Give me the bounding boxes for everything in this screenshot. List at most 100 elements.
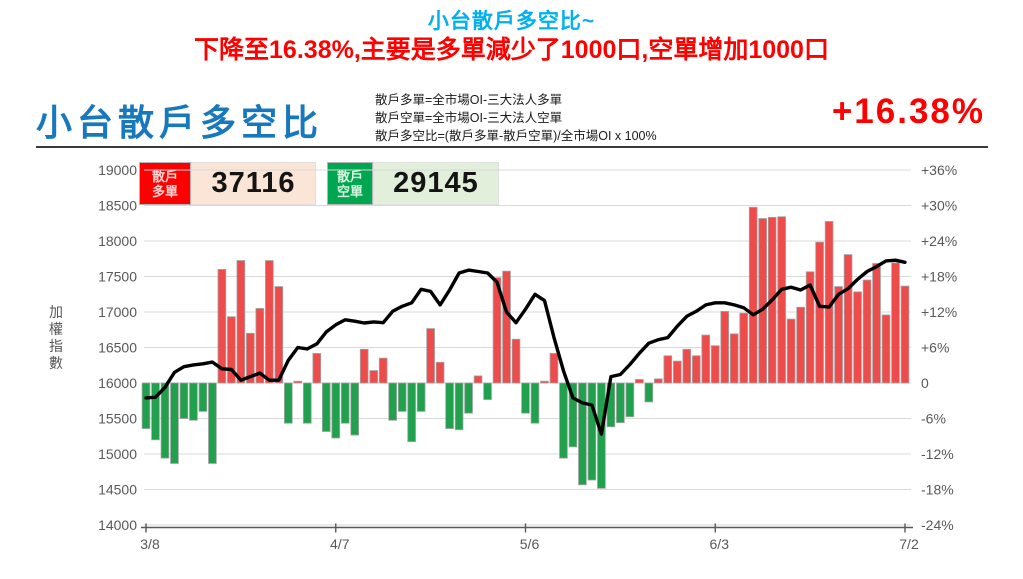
ratio-bar [568,382,578,448]
ratio-bar [559,382,568,459]
ratio-bar [312,353,322,384]
right-axis-labels: +36% +30% +24% +18% +12% +6% 0 -6% -12% -18% -24% [921,162,957,533]
ratio-bars [141,206,910,489]
ratio-bar [227,316,236,384]
ratio-bar [853,291,862,384]
ratio-bar [729,333,739,384]
svg-text:18500: 18500 [98,198,137,214]
ratio-bar [862,279,872,384]
ratio-bar [663,355,673,384]
ratio-bar [141,382,151,429]
ratio-bar [644,382,654,403]
legend-short-label-2: 空單 [336,183,363,199]
chart-title: 小台散戶多空比 [36,102,324,143]
ratio-bar [179,382,189,419]
ratio-bar [635,379,644,384]
svg-text:19000: 19000 [98,162,137,178]
svg-text:+30%: +30% [921,198,957,214]
ratio-bar [483,382,492,400]
svg-text:+18%: +18% [921,269,957,285]
ratio-bar [786,318,796,384]
legend-short-badge: 散戶 空單 [327,162,373,205]
ratio-bar [473,375,483,384]
x-tick-label: 7/2 [899,536,919,552]
svg-text:17000: 17000 [98,304,137,320]
ratio-bar [739,312,749,384]
svg-text:+12%: +12% [921,304,957,320]
ratio-bar [246,332,255,384]
x-axis: 3/8 4/7 5/6 6/3 7/2 [140,523,919,552]
svg-text:-6%: -6% [921,411,946,427]
ratio-bar [843,254,853,384]
svg-text:-12%: -12% [921,446,954,462]
formula-ratio: 散戶多空比=(散戶多單-散戶空單)/全市場OI x 100% [375,129,657,143]
ratio-bar [710,345,720,384]
legend-long-value: 37116 [191,162,316,205]
ratio-bar [302,382,312,424]
ratio-bar [151,382,160,441]
svg-text:15500: 15500 [98,411,137,427]
ratio-bar [578,382,587,486]
svg-text:+24%: +24% [921,233,957,249]
ratio-bar [540,380,549,384]
ratio-bar [872,263,881,384]
svg-text:+36%: +36% [921,162,957,178]
ratio-bar [881,314,891,384]
legend-short-label-1: 散戶 [336,168,363,184]
svg-text:15000: 15000 [98,446,137,462]
svg-text:0: 0 [921,375,929,391]
ratio-bar [350,382,360,436]
ratio-bar [815,241,824,384]
legend-long-label-1: 散戶 [151,168,178,184]
svg-text:加: 加 [49,304,63,320]
header-divider [36,146,988,148]
ratio-bar [900,285,910,384]
svg-text:-18%: -18% [921,482,954,498]
ratio-bar [492,277,502,384]
ratio-bar [748,206,758,384]
ratio-value: +16.38% [831,92,985,131]
ratio-bar [805,271,815,384]
ratio-bar [834,286,843,384]
ratio-bar [701,334,711,384]
svg-text:權: 權 [49,321,63,337]
ratio-bar [378,357,388,384]
ratio-bar [407,382,416,442]
ratio-bar [891,262,900,384]
ratio-bar [416,382,426,412]
ratio-bar [170,382,179,464]
ratio-bar [160,382,170,459]
ratio-bar [682,348,692,384]
svg-text:指: 指 [49,338,63,354]
svg-text:16500: 16500 [98,340,137,356]
svg-text:+6%: +6% [921,340,949,356]
index-line [144,258,907,436]
page-title: 小台散戶多空比~ [427,10,596,33]
ratio-bar [274,286,284,384]
ratio-bar [502,270,511,384]
ratio-bar [616,382,625,424]
svg-text:數: 數 [49,355,63,371]
ratio-bar [189,382,198,421]
ratio-bar [454,382,464,431]
x-tick-label: 5/6 [520,536,540,552]
ratio-bar [521,382,530,414]
ratio-bar [673,360,682,384]
legend-long-label-2: 多單 [151,183,178,199]
ratio-bar [217,269,227,384]
left-axis-labels: 19000 18500 18000 17500 17000 16500 16000 15500… [98,162,137,533]
ratio-bar [777,216,786,384]
ratio-bar [445,382,454,429]
ratio-bar [720,311,730,384]
ratio-bar [397,382,407,412]
formula-long: 散戶多單=全市場OI-三大法人多單 [375,93,563,107]
ratio-bar [758,218,767,384]
ratio-bar [625,382,635,418]
ratio-bar [691,355,701,384]
ratio-bar [331,382,341,439]
formula-short: 散戶空單=全市場OI-三大法人空單 [375,111,563,125]
ratio-bar [359,348,369,384]
ratio-bar [426,328,435,384]
